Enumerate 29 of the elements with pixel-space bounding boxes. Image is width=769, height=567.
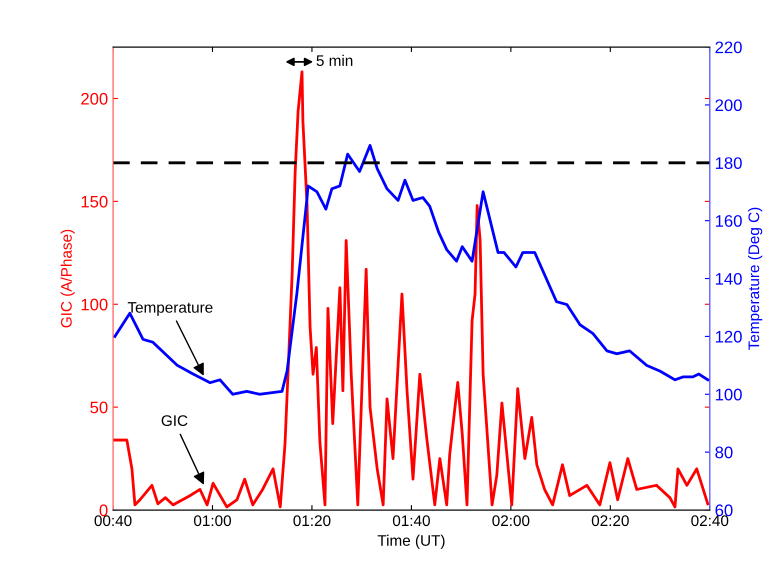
line-series	[114, 144, 710, 396]
y2-axis-title: Temperature (Deg C)	[748, 208, 762, 350]
line-series	[114, 70, 710, 508]
y-axis-title: GIC (A/Phase)	[60, 230, 75, 328]
y-tick-label: 200	[81, 92, 108, 105]
y-tick-label: 0	[100, 504, 108, 516]
y2-tick-label: 120	[716, 330, 742, 343]
y-tick-label: 150	[82, 196, 108, 208]
annotation: Temperature	[128, 302, 213, 316]
x-axis-title: Time (UT)	[378, 534, 445, 549]
annotation: 5 min	[316, 54, 352, 66]
x-tick-label: 02:20	[592, 515, 629, 526]
x-tick-label: 01:20	[293, 515, 330, 526]
y-tick-label: 50	[90, 402, 108, 414]
x-tick-label: 02:00	[492, 515, 530, 526]
x-tick-label: 01:00	[194, 515, 232, 526]
x-tick-label: 01:40	[392, 515, 430, 526]
annotation: GIC	[162, 415, 188, 426]
y2-tick-label: 80	[715, 446, 733, 458]
y-tick-label: 100	[82, 298, 108, 310]
x-tick-label: 02:40	[691, 515, 728, 526]
y2-tick-label: 220	[715, 41, 742, 54]
y2-tick-label: 60	[715, 504, 733, 516]
y2-tick-label: 160	[716, 215, 742, 227]
y2-tick-label: 140	[716, 272, 742, 285]
y2-tick-label: 100	[716, 388, 742, 400]
x-tick-label: 00:40	[94, 515, 132, 526]
y2-tick-label: 200	[715, 99, 742, 112]
y2-tick-label: 180	[716, 157, 742, 170]
